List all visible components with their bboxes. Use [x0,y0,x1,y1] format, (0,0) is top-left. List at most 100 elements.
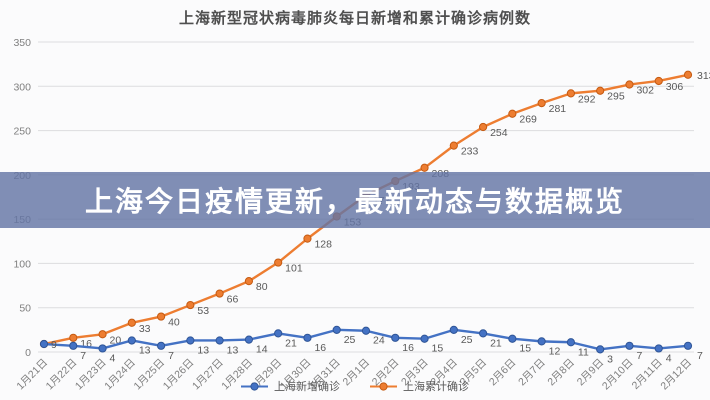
data-point-new [274,329,283,338]
data-label-cumulative: 66 [227,294,239,306]
data-point-new [127,336,136,345]
data-label-new: 9 [51,339,57,351]
data-point-new [596,345,605,354]
data-point-new [508,334,517,343]
data-label-new: 4 [110,352,116,364]
data-label-cumulative: 20 [110,334,122,346]
data-label-new: 24 [373,335,385,347]
legend-swatch-cumulative-cases-icon [370,381,397,391]
data-label-new: 25 [461,334,473,346]
data-label-new: 15 [432,343,444,355]
data-label-new: 25 [344,334,356,346]
y-axis-label: 350 [13,37,31,49]
data-point-new [566,338,576,347]
data-point-new [303,333,312,342]
data-point-cumulative [69,333,78,342]
legend-item-new-cases: 上海新增确诊 [241,378,340,394]
data-point-new [186,336,195,345]
data-label-new: 13 [139,344,151,356]
data-point-new [156,341,166,350]
data-point-new [478,329,488,338]
data-label-new: 7 [80,350,86,362]
data-label-new: 3 [607,353,613,365]
data-point-cumulative [566,89,576,98]
data-label-new: 13 [227,344,239,356]
data-label-new: 14 [256,344,268,356]
data-label-cumulative: 33 [139,323,151,335]
data-point-cumulative [625,80,634,89]
data-label-cumulative: 101 [285,263,303,275]
y-axis-label: 300 [13,81,31,93]
data-point-cumulative [215,289,224,298]
data-label-cumulative: 80 [256,281,268,293]
data-point-cumulative [537,99,546,108]
data-point-new [449,325,458,334]
headline-text: 上海今日疫情更新，最新动态与数据概览 [84,186,625,217]
data-label-cumulative: 306 [666,81,684,93]
data-point-new [537,337,546,346]
headline-banner: 上海今日疫情更新，最新动态与数据概览 [0,172,710,228]
data-point-cumulative [449,141,458,150]
data-label-cumulative: 281 [549,103,567,115]
data-point-cumulative [127,318,136,327]
data-label-new: 16 [314,342,326,354]
chart-legend: 上海新增确诊 上海累计确诊 [0,378,710,394]
data-label-cumulative: 254 [490,127,508,139]
data-point-cumulative [508,109,517,118]
y-axis-label: 100 [13,258,31,270]
data-label-new: 7 [697,350,703,362]
data-label-cumulative: 40 [168,317,180,329]
data-label-cumulative: 313 [697,70,710,82]
data-point-cumulative [683,70,693,79]
data-point-new [332,325,341,334]
y-axis-label: 50 [19,303,31,315]
data-label-new: 21 [490,337,502,349]
y-axis-label: 0 [25,347,31,359]
data-point-cumulative [98,330,107,339]
data-label-cumulative: 53 [197,305,209,317]
data-point-new [98,344,107,353]
y-axis-label: 250 [13,126,31,138]
data-point-new [391,333,400,342]
data-label-new: 12 [549,345,561,357]
legend-swatch-new-cases-icon [241,381,268,391]
legend-label-cumulative-cases: 上海累计确诊 [403,381,469,393]
data-label-cumulative: 128 [314,239,332,251]
data-label-new: 21 [285,337,297,349]
data-point-cumulative [303,234,312,243]
data-label-new: 7 [168,350,174,362]
data-point-cumulative [186,300,195,310]
data-point-cumulative [156,312,166,321]
chart-title: 上海新型冠状病毒肺炎每日新增和累计确诊病例数 [178,10,531,27]
data-label-new: 11 [578,346,589,358]
data-point-new [683,341,693,350]
data-label-cumulative: 302 [636,85,654,97]
data-label-cumulative: 233 [461,146,479,158]
data-label-new: 13 [197,344,209,356]
data-point-new [69,341,78,350]
data-point-new [420,334,429,343]
data-point-new [244,335,254,344]
data-label-new: 7 [636,350,642,362]
data-label-new: 16 [402,342,414,354]
data-point-cumulative [420,163,429,172]
data-point-new [39,339,49,349]
data-point-cumulative [654,76,663,86]
data-point-cumulative [596,86,605,95]
data-point-cumulative [244,277,254,286]
data-point-new [654,344,663,353]
data-point-new [215,336,224,345]
data-label-cumulative: 16 [80,338,92,350]
data-label-cumulative: 295 [607,91,625,103]
data-point-cumulative [274,258,283,267]
data-label-new: 15 [519,343,531,355]
data-label-cumulative: 269 [519,114,537,126]
legend-label-new-cases: 上海新增确诊 [274,381,340,393]
data-point-new [625,341,634,350]
legend-item-cumulative-cases: 上海累计确诊 [370,378,469,394]
data-label-new: 4 [666,352,672,364]
data-point-cumulative [478,122,488,132]
data-point-new [361,326,371,335]
